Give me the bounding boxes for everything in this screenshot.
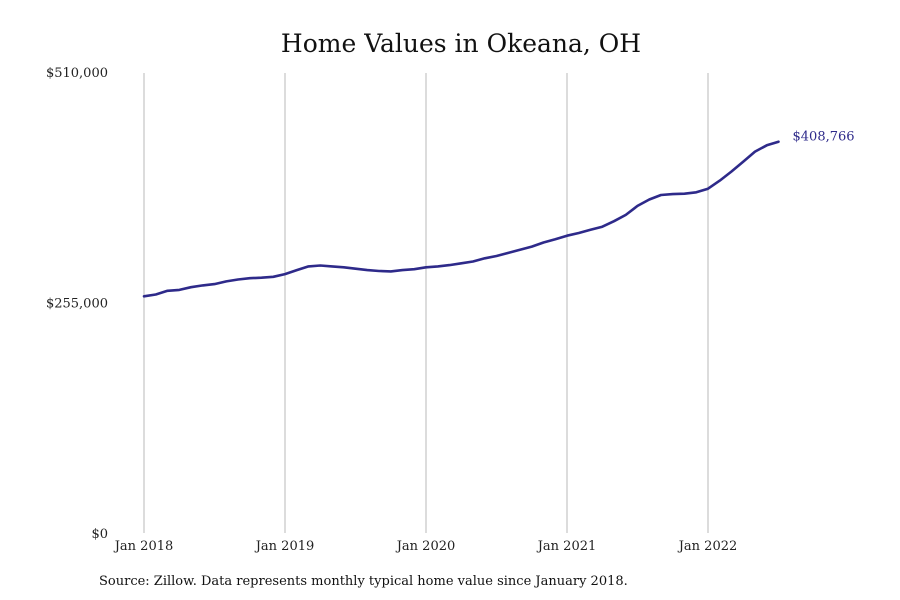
x-tick-label: Jan 2018 <box>113 539 174 554</box>
series-line <box>142 140 780 298</box>
x-tick-label: Jan 2019 <box>254 539 315 554</box>
y-tick-label: $255,000 <box>46 297 108 312</box>
x-tick-label: Jan 2022 <box>677 539 738 554</box>
x-axis-ticks: Jan 2018 Jan 2019 Jan 2020 Jan 2021 Jan 2022 <box>113 539 738 554</box>
end-value-label: $408,766 <box>793 130 855 145</box>
source-note: Source: Zillow. Data represents monthly … <box>99 574 628 589</box>
y-tick-label: $0 <box>91 527 108 542</box>
series-layer: $408,766 <box>142 130 855 298</box>
y-tick-label: $510,000 <box>46 66 108 81</box>
x-tick-label: Jan 2020 <box>395 539 456 554</box>
chart-title: Home Values in Okeana, OH <box>281 29 641 58</box>
x-tick-label: Jan 2021 <box>536 539 597 554</box>
y-axis-ticks: $0 $255,000 $510,000 <box>46 66 108 542</box>
gridlines <box>143 73 709 533</box>
